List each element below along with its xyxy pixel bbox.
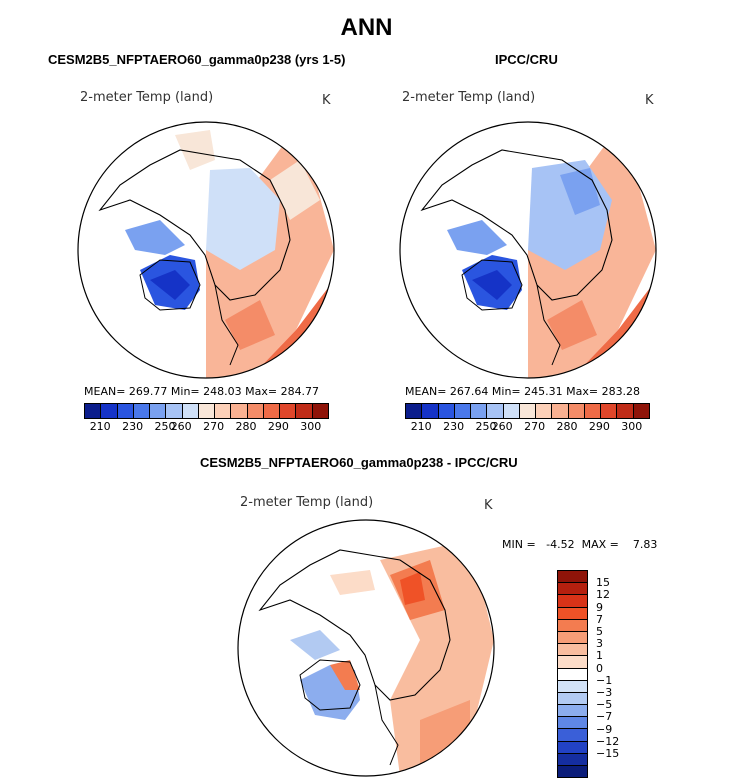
model-colorbar-cell bbox=[312, 404, 328, 418]
diff-colorbar-tick-label: −9 bbox=[596, 722, 613, 736]
obs-colorbar-cell bbox=[584, 404, 602, 418]
diff-colorbar-cell bbox=[558, 644, 587, 657]
diff-colorbar-cell bbox=[558, 571, 587, 584]
obs-colorbar-cell bbox=[519, 404, 537, 418]
diff-colorbar-tick-label: 5 bbox=[596, 625, 603, 638]
model-colorbar-tick-label: 290 bbox=[267, 420, 289, 433]
diff-colorbar-cell bbox=[558, 631, 587, 645]
obs-variable-label: 2-meter Temp (land) bbox=[402, 90, 536, 105]
model-colorbar-cell bbox=[133, 404, 151, 418]
obs-colorbar-cell bbox=[422, 404, 439, 418]
model-colorbar-cell bbox=[182, 404, 199, 418]
diff-colorbar-tick-label: 12 bbox=[596, 588, 610, 602]
obs-colorbar-cell bbox=[406, 404, 423, 418]
obs-colorbar bbox=[405, 403, 650, 419]
obs-colorbar-cell bbox=[568, 404, 585, 418]
difference-panel-subtitle: CESM2B5_NFPTAERO60_gamma0p238 - IPCC/CRU bbox=[200, 455, 518, 470]
obs-colorbar-cell bbox=[503, 404, 520, 418]
model-colorbar-cell bbox=[280, 404, 297, 418]
diff-colorbar-cell bbox=[558, 680, 587, 693]
model-colorbar bbox=[84, 403, 329, 419]
model-colorbar-tick-label: 230 bbox=[122, 420, 144, 433]
diff-colorbar-cell bbox=[558, 753, 587, 766]
obs-stats: MEAN= 267.64 Min= 245.31 Max= 283.28 bbox=[405, 385, 641, 398]
diff-colorbar-tick-label: 0 bbox=[596, 661, 603, 675]
diff-variable-label: 2-meter Temp (land) bbox=[240, 495, 374, 510]
model-colorbar-cell bbox=[296, 404, 313, 418]
diff-colorbar-tick-label: 3 bbox=[596, 637, 603, 651]
model-colorbar-cell bbox=[231, 404, 248, 418]
diff-colorbar-cell bbox=[558, 717, 587, 730]
diff-colorbar-cell bbox=[558, 607, 587, 620]
diff-colorbar-tick-label: −5 bbox=[596, 698, 613, 712]
model-units-label: K bbox=[322, 93, 331, 108]
obs-colorbar-tick-label: 210 bbox=[410, 420, 432, 433]
diff-stats: MIN = -4.52 MAX = 7.83 bbox=[502, 538, 658, 551]
model-colorbar-cell bbox=[166, 404, 183, 418]
diff-colorbar-tick-label: −15 bbox=[596, 747, 620, 760]
model-colorbar-tick-label: 270 bbox=[203, 420, 225, 433]
diff-colorbar-cell bbox=[558, 656, 587, 669]
model-variable-label: 2-meter Temp (land) bbox=[80, 90, 214, 105]
obs-colorbar-tick-label: 290 bbox=[588, 420, 610, 433]
model-colorbar-tick-label: 260 bbox=[170, 420, 192, 433]
diff-colorbar-cell bbox=[558, 595, 587, 608]
obs-colorbar-tick-label: 280 bbox=[556, 420, 578, 433]
diff-colorbar-cell bbox=[558, 766, 587, 778]
model-colorbar-cell bbox=[150, 404, 167, 418]
diff-colorbar-tick-label: −1 bbox=[596, 673, 613, 687]
model-colorbar-cell bbox=[85, 404, 102, 418]
obs-colorbar-tick-label: 300 bbox=[621, 420, 643, 433]
diff-colorbar-cell bbox=[558, 668, 587, 681]
model-colorbar-cell bbox=[101, 404, 118, 418]
model-colorbar-tick-label: 300 bbox=[300, 420, 322, 433]
obs-colorbar-cell bbox=[617, 404, 634, 418]
diff-colorbar-tick-label: 9 bbox=[596, 600, 603, 614]
diff-colorbar-cell bbox=[558, 692, 587, 706]
model-colorbar-tick-label: 250 bbox=[154, 420, 176, 433]
diff-colorbar-tick-label: −7 bbox=[596, 710, 613, 724]
model-colorbar-cell bbox=[263, 404, 281, 418]
model-colorbar-cell bbox=[247, 404, 264, 418]
model-panel-subtitle: CESM2B5_NFPTAERO60_gamma0p238 (yrs 1-5) bbox=[48, 52, 346, 67]
obs-colorbar-cell bbox=[487, 404, 504, 418]
model-colorbar-cell bbox=[198, 404, 216, 418]
diff-colorbar-cell bbox=[558, 729, 587, 742]
obs-colorbar-tick-label: 230 bbox=[443, 420, 465, 433]
obs-colorbar-cell bbox=[536, 404, 553, 418]
model-colorbar-tick-label: 280 bbox=[235, 420, 257, 433]
figure-title: ANN bbox=[340, 14, 393, 41]
diff-colorbar-tick-label: 7 bbox=[596, 612, 603, 626]
diff-colorbar-tick-label: 1 bbox=[596, 649, 603, 663]
diff-colorbar-tick-label: −3 bbox=[596, 686, 613, 699]
diff-colorbar-cell bbox=[558, 741, 587, 754]
obs-colorbar-cell bbox=[438, 404, 455, 418]
obs-colorbar-cell bbox=[454, 404, 472, 418]
diff-colorbar-tick-label: 15 bbox=[596, 576, 610, 590]
model-stats: MEAN= 269.77 Min= 248.03 Max= 284.77 bbox=[84, 385, 320, 398]
obs-units-label: K bbox=[645, 93, 654, 108]
obs-colorbar-tick-label: 250 bbox=[475, 420, 497, 433]
diff-units-label: K bbox=[484, 498, 493, 513]
diff-colorbar-cell bbox=[558, 583, 587, 596]
difference-colorbar bbox=[557, 570, 588, 779]
obs-colorbar-cell bbox=[552, 404, 569, 418]
obs-panel-subtitle: IPCC/CRU bbox=[495, 52, 558, 67]
model-colorbar-cell bbox=[215, 404, 232, 418]
obs-colorbar-cell bbox=[633, 404, 649, 418]
model-colorbar-tick-label: 210 bbox=[89, 420, 111, 433]
obs-colorbar-cell bbox=[601, 404, 618, 418]
diff-colorbar-cell bbox=[558, 705, 587, 718]
diff-colorbar-cell bbox=[558, 619, 587, 632]
model-colorbar-cell bbox=[117, 404, 134, 418]
obs-colorbar-cell bbox=[471, 404, 488, 418]
obs-colorbar-tick-label: 270 bbox=[524, 420, 546, 433]
obs-colorbar-tick-label: 260 bbox=[491, 420, 513, 433]
diff-colorbar-tick-label: −12 bbox=[596, 734, 620, 748]
